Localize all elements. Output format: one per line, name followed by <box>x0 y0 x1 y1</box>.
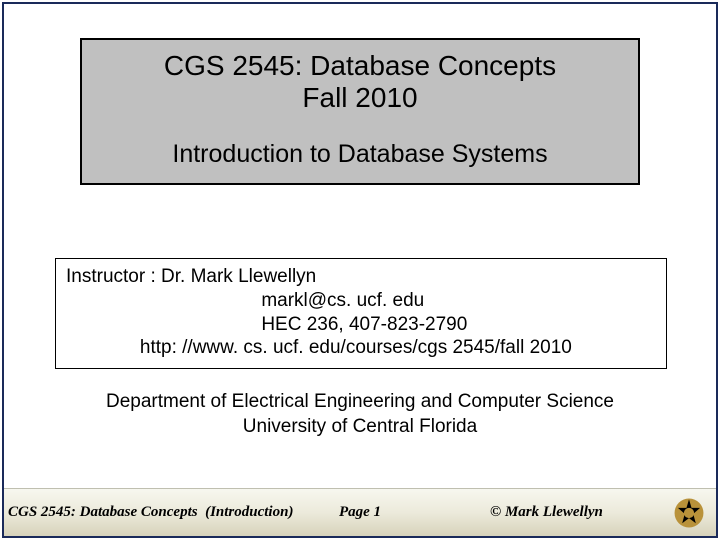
instructor-office-line: HEC 236, 407-823-2790 <box>66 313 656 337</box>
instructor-label: Instructor : <box>66 266 161 287</box>
ucf-logo-icon <box>672 496 706 530</box>
department-line1: Department of Electrical Engineering and… <box>0 390 720 415</box>
instructor-row: Instructor : Dr. Mark Llewellyn <box>66 265 656 289</box>
footer-bar: CGS 2545: Database Concepts (Introductio… <box>4 488 716 536</box>
instructor-box: Instructor : Dr. Mark Llewellyn markl@cs… <box>55 258 667 369</box>
instructor-email-line: markl@cs. ucf. edu <box>66 289 656 313</box>
course-subtitle: Introduction to Database Systems <box>82 140 638 169</box>
department-line2: University of Central Florida <box>0 415 720 440</box>
department-block: Department of Electrical Engineering and… <box>0 390 720 439</box>
instructor-office: HEC 236, 407-823-2790 <box>261 314 467 335</box>
course-title-line2: Fall 2010 <box>82 82 638 114</box>
footer-left: CGS 2545: Database Concepts (Introductio… <box>8 504 293 521</box>
footer-page: Page 1 <box>339 504 381 521</box>
title-box: CGS 2545: Database Concepts Fall 2010 In… <box>80 38 640 185</box>
instructor-email: markl@cs. ucf. edu <box>261 290 424 311</box>
instructor-name: Dr. Mark Llewellyn <box>161 266 316 287</box>
course-title-line1: CGS 2545: Database Concepts <box>82 50 638 82</box>
instructor-url-line: http: //www. cs. ucf. edu/courses/cgs 25… <box>66 336 656 360</box>
instructor-url: http: //www. cs. ucf. edu/courses/cgs 25… <box>140 337 572 358</box>
footer-copyright: © Mark Llewellyn <box>490 504 603 521</box>
